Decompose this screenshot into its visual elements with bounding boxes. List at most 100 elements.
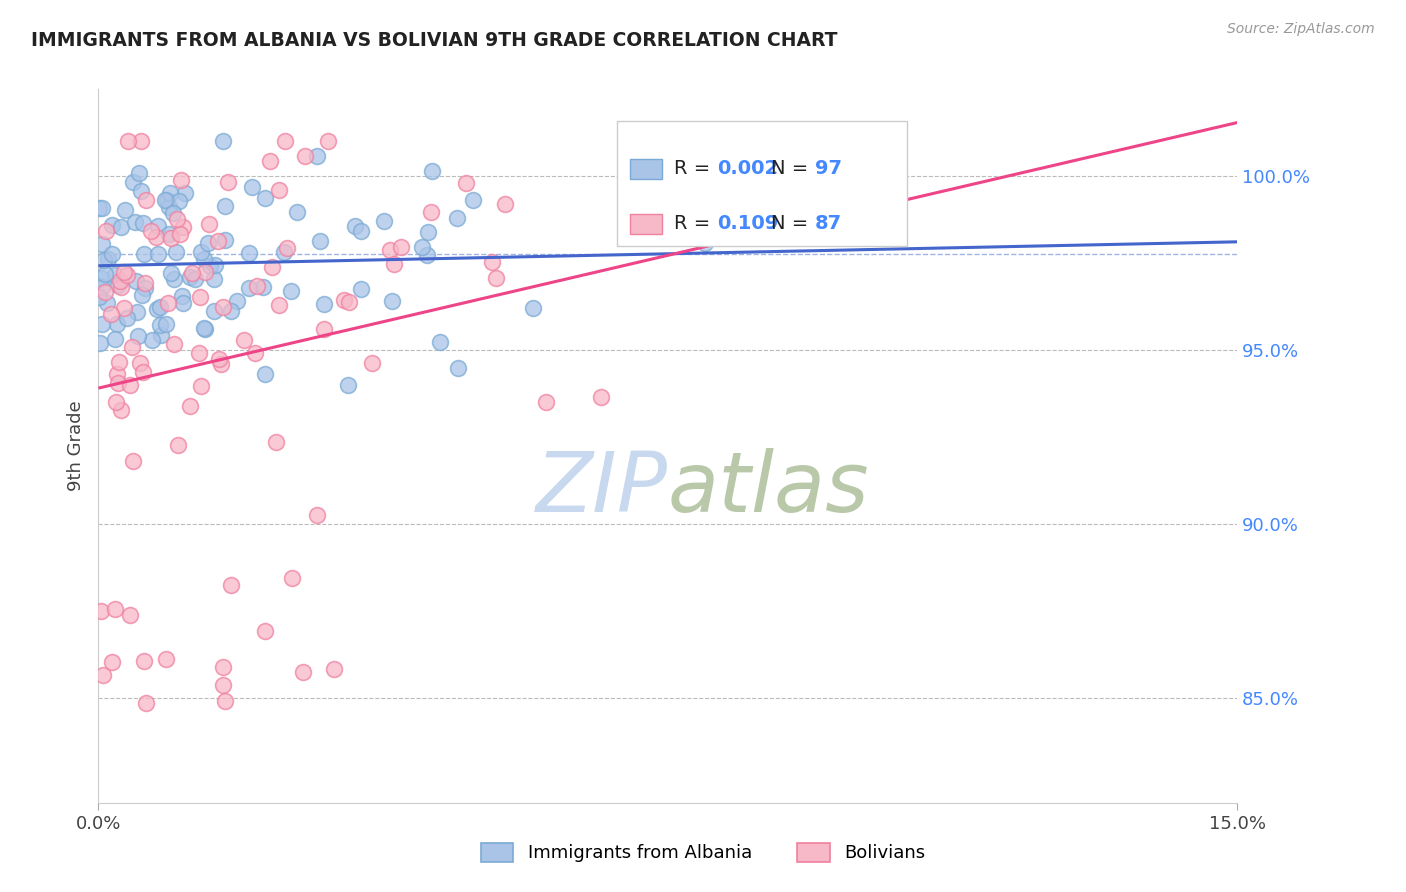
Point xyxy=(141,333,163,347)
Point xyxy=(198,217,221,231)
Point xyxy=(110,274,132,288)
Legend: Immigrants from Albania, Bolivians: Immigrants from Albania, Bolivians xyxy=(474,836,932,870)
Point xyxy=(333,293,356,307)
Point xyxy=(159,231,181,245)
Point xyxy=(172,289,194,303)
FancyBboxPatch shape xyxy=(617,121,907,246)
Point xyxy=(107,278,129,293)
Point xyxy=(179,399,201,413)
Point xyxy=(693,235,716,250)
Point xyxy=(134,276,156,290)
Point xyxy=(134,281,156,295)
Point xyxy=(121,454,143,468)
Point xyxy=(190,244,212,259)
Point xyxy=(157,201,180,215)
Text: Source: ZipAtlas.com: Source: ZipAtlas.com xyxy=(1227,22,1375,37)
Point xyxy=(522,301,544,316)
Point xyxy=(204,258,226,272)
Point xyxy=(135,696,157,710)
Point xyxy=(243,346,266,360)
Point xyxy=(193,252,215,266)
Point xyxy=(132,216,155,230)
Point xyxy=(87,201,110,215)
Point xyxy=(187,346,209,360)
Point xyxy=(118,608,141,623)
Point xyxy=(212,300,235,314)
Point xyxy=(281,571,304,585)
Point xyxy=(350,224,373,238)
Point xyxy=(337,377,360,392)
Point xyxy=(209,357,232,371)
Point xyxy=(212,135,235,149)
Point xyxy=(114,203,136,218)
Point xyxy=(127,329,149,343)
Point xyxy=(139,223,162,237)
Point xyxy=(159,186,181,201)
Point xyxy=(110,403,132,417)
Point xyxy=(198,259,221,273)
Point xyxy=(219,578,242,592)
Point xyxy=(180,266,202,280)
Point xyxy=(90,603,112,617)
Point xyxy=(172,219,194,234)
Point xyxy=(197,235,219,250)
Point xyxy=(273,245,295,260)
Point xyxy=(294,149,316,163)
Point xyxy=(157,227,180,241)
Point xyxy=(134,655,156,669)
Point xyxy=(309,234,332,248)
Point xyxy=(337,295,360,310)
Point xyxy=(131,135,153,149)
Point xyxy=(108,355,131,369)
Point xyxy=(117,135,139,149)
Point xyxy=(225,293,247,308)
Point xyxy=(90,279,112,293)
Point xyxy=(128,166,150,180)
Point xyxy=(461,193,484,207)
Point xyxy=(129,184,152,198)
Point xyxy=(163,272,186,286)
Point xyxy=(100,307,122,321)
Text: R =: R = xyxy=(673,214,716,233)
Point xyxy=(124,215,146,229)
Point xyxy=(193,321,215,335)
Text: atlas: atlas xyxy=(668,449,869,529)
FancyBboxPatch shape xyxy=(630,159,662,178)
Point xyxy=(214,233,236,247)
Point xyxy=(157,295,180,310)
Point xyxy=(380,243,402,257)
Point xyxy=(264,435,287,450)
Point xyxy=(104,602,127,616)
Point xyxy=(125,274,148,288)
Point xyxy=(89,335,111,350)
Point xyxy=(389,240,412,254)
Point xyxy=(416,225,439,239)
Y-axis label: 9th Grade: 9th Grade xyxy=(66,401,84,491)
Point xyxy=(101,655,124,669)
Text: R =: R = xyxy=(673,160,716,178)
Point xyxy=(156,193,179,207)
Point xyxy=(115,311,138,326)
Point xyxy=(155,317,177,331)
Point xyxy=(146,219,169,233)
Point xyxy=(202,272,225,286)
Point xyxy=(166,438,188,452)
Point xyxy=(167,194,190,209)
Point xyxy=(91,318,114,332)
Point xyxy=(305,149,328,163)
Point xyxy=(104,268,127,282)
Point xyxy=(90,271,112,285)
Point xyxy=(382,257,405,271)
Point xyxy=(193,321,215,335)
Point xyxy=(135,193,157,207)
Point xyxy=(214,694,236,708)
Point xyxy=(259,154,281,169)
Text: N =: N = xyxy=(772,214,815,233)
Point xyxy=(163,336,186,351)
Point xyxy=(314,297,336,311)
Point xyxy=(343,219,366,233)
Point xyxy=(481,255,503,269)
Point xyxy=(115,268,138,283)
Point xyxy=(94,285,117,300)
Point xyxy=(589,390,612,404)
